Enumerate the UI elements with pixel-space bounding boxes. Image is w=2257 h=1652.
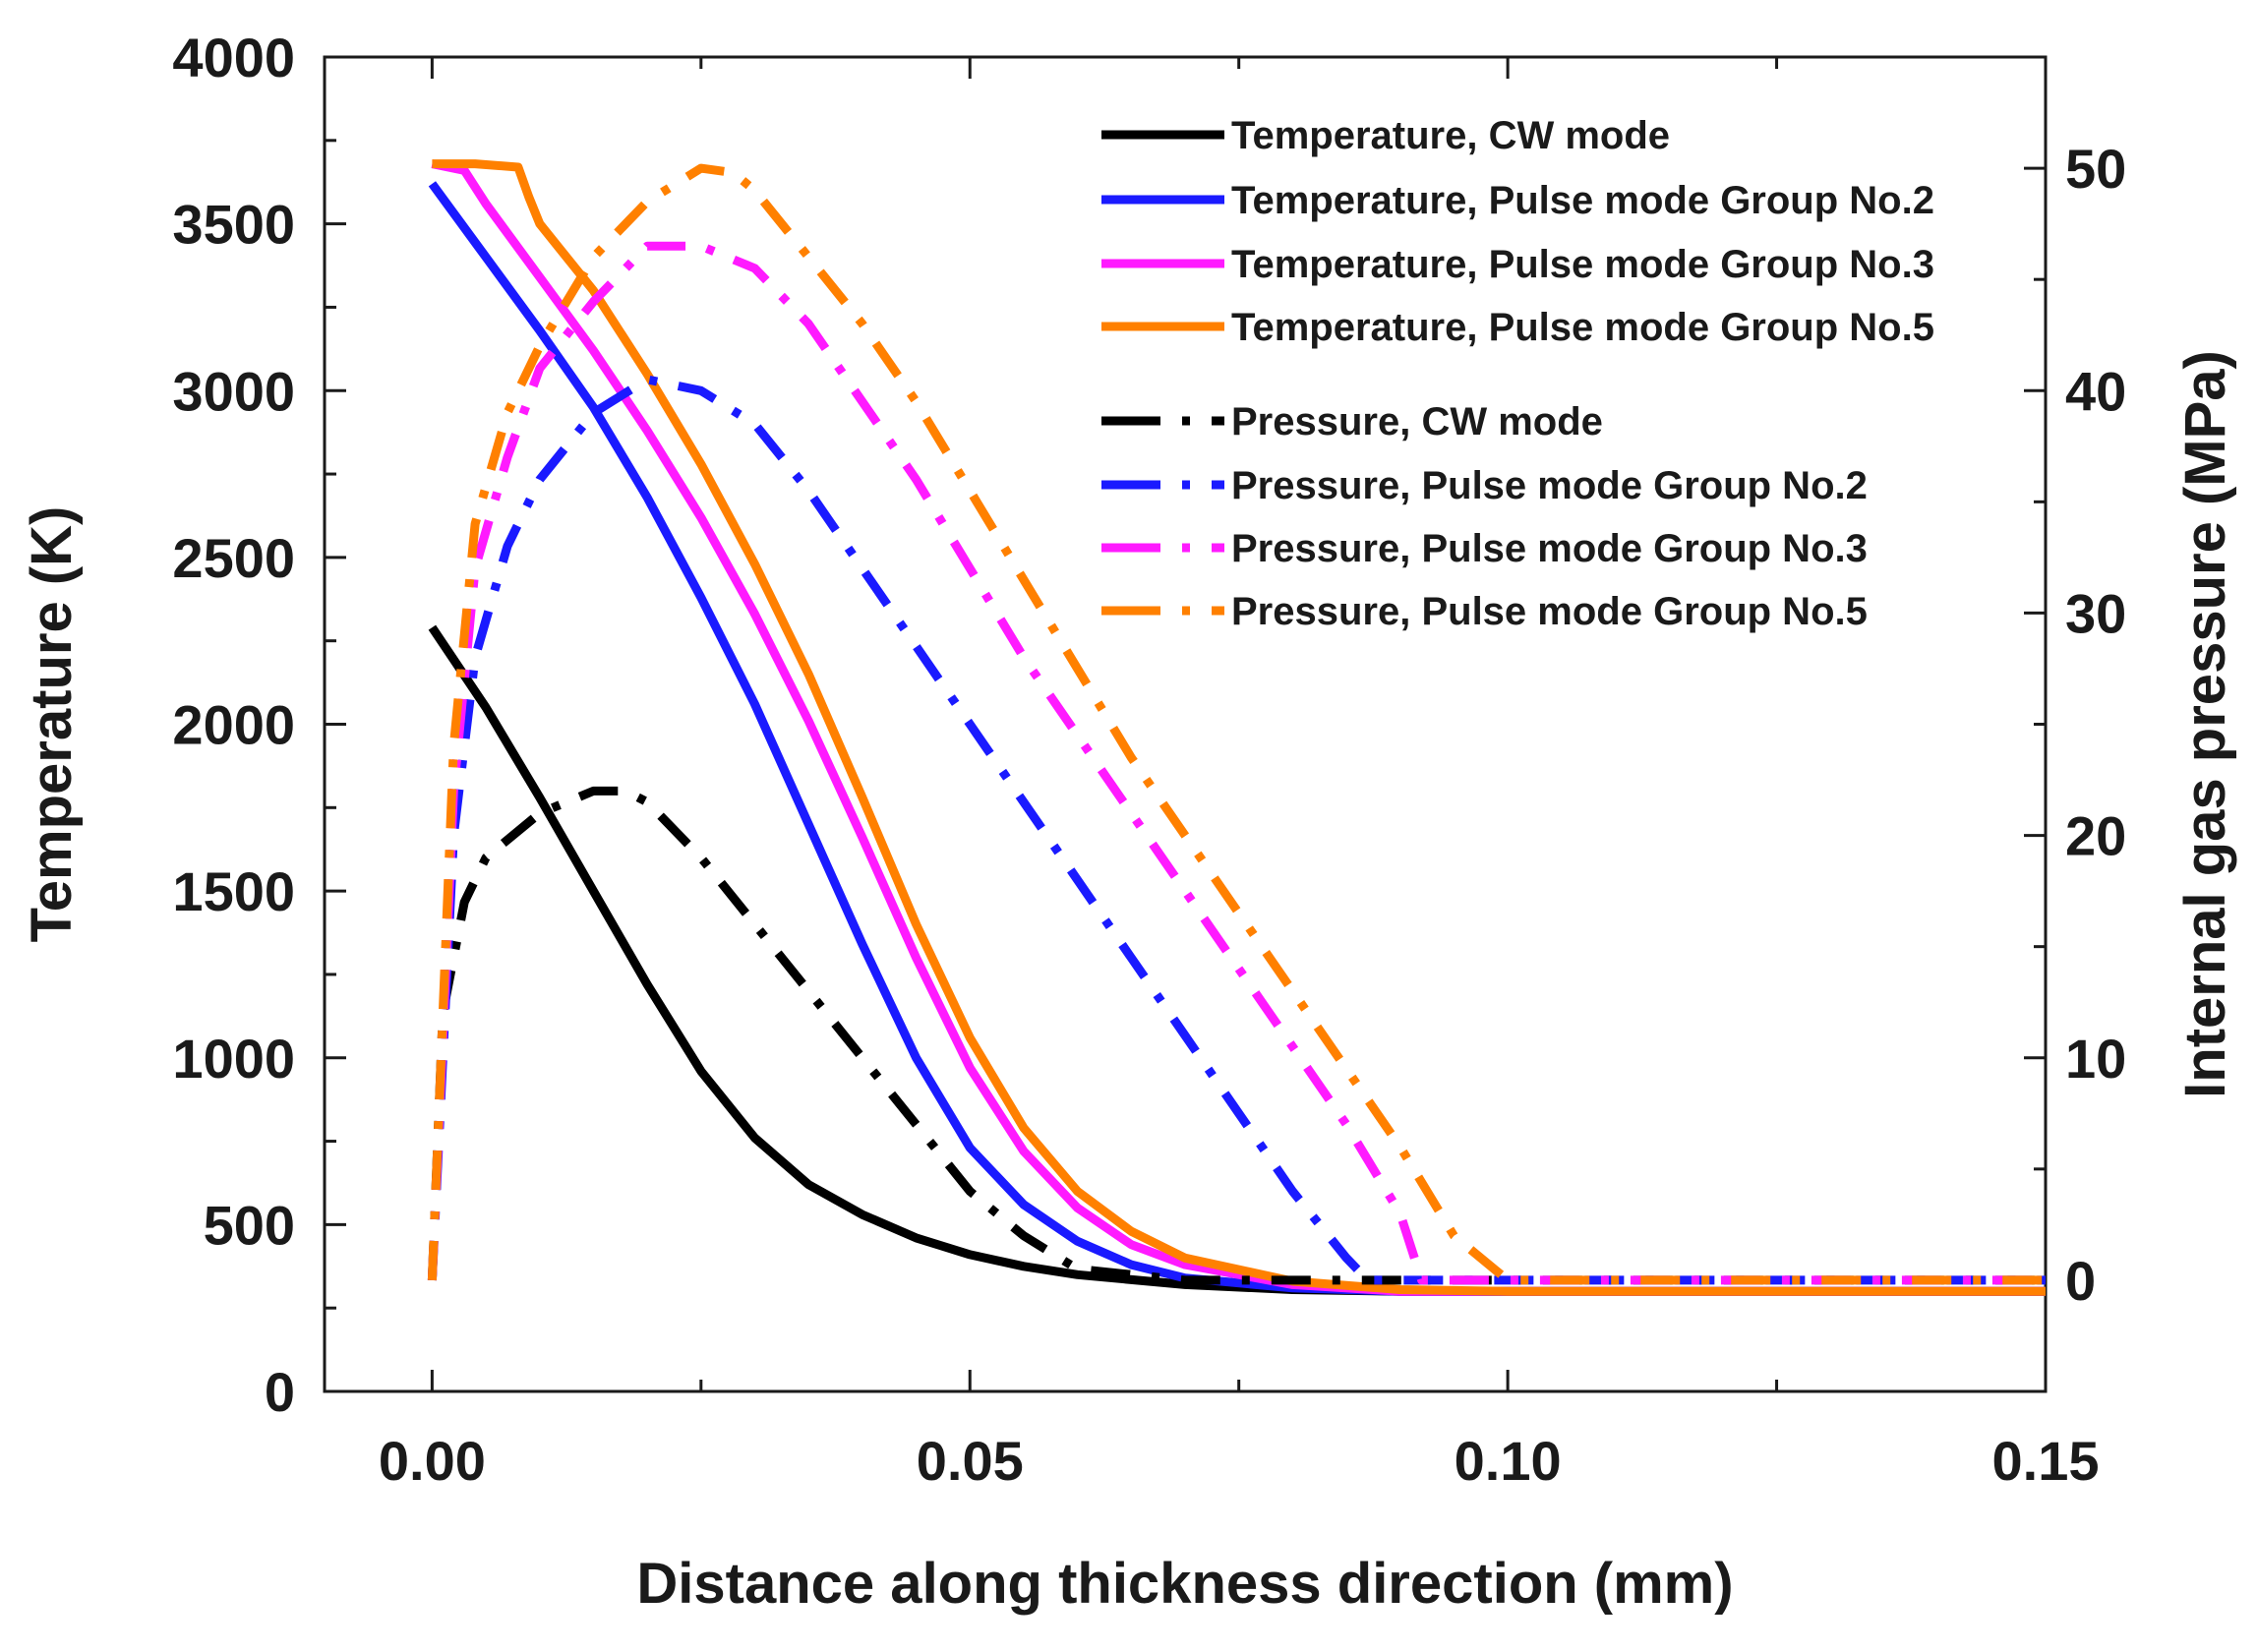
y-right-tick-label: 40	[2065, 360, 2126, 422]
y-left-tick-label: 3000	[172, 360, 295, 422]
y-left-tick-label: 1500	[172, 860, 295, 922]
series-line-pressure-cw-mode	[427, 786, 2046, 1285]
y-left-tick-label: 2500	[172, 527, 295, 589]
y-left-tick-label: 4000	[172, 27, 295, 88]
legend: Temperature, CW mode Temperature, Pulse m…	[1101, 114, 1934, 633]
y-right-tick-label: 50	[2065, 138, 2126, 200]
y-left-tick-label: 3500	[172, 194, 295, 256]
y-right-tick-label: 30	[2065, 582, 2126, 644]
legend-label-temperature-pulse-mode-group-no-2: Temperature, Pulse mode Group No.2	[1231, 179, 1934, 222]
legend-label-pressure-cw-mode: Pressure, CW mode	[1231, 400, 1603, 443]
y-right-tick-label: 10	[2065, 1028, 2126, 1090]
series-line-temperature-cw-mode	[428, 624, 2046, 1296]
legend-label-pressure-pulse-mode-group-no-3: Pressure, Pulse mode Group No.3	[1231, 527, 1868, 570]
y-left-tick-label: 500	[204, 1194, 295, 1256]
series-lines	[427, 159, 2046, 1296]
y-right-tick-label: 0	[2065, 1250, 2096, 1312]
legend-label-pressure-pulse-mode-group-no-5: Pressure, Pulse mode Group No.5	[1231, 590, 1868, 633]
legend-label-temperature-cw-mode: Temperature, CW mode	[1231, 114, 1670, 157]
series-line-pressure-pulse-mode-group-no-3	[427, 241, 2046, 1285]
x-tick-label: 0.00	[379, 1430, 486, 1492]
legend-label-temperature-pulse-mode-group-no-5: Temperature, Pulse mode Group No.5	[1231, 306, 1934, 349]
y-left-tick-label: 0	[265, 1361, 295, 1423]
y-right-tick-label: 20	[2065, 805, 2126, 867]
left-y-axis-title: Temperature (K)	[20, 506, 84, 943]
right-y-axis-title: Internal gas pressure (MPa)	[2173, 350, 2237, 1098]
series-line-temperature-pulse-mode-group-no-2	[428, 181, 2046, 1296]
x-tick-label: 0.15	[1992, 1430, 2100, 1492]
legend-label-temperature-pulse-mode-group-no-3: Temperature, Pulse mode Group No.3	[1231, 243, 1934, 286]
axis-ticks: 0.00 0.05 0.10 0.15050010001500200025003000…	[172, 27, 2126, 1492]
x-axis-title: Distance along thickness direction (mm)	[636, 1552, 1733, 1616]
x-tick-label: 0.10	[1455, 1430, 1562, 1492]
y-left-tick-label: 1000	[172, 1028, 295, 1090]
series-line-temperature-pulse-mode-group-no-5	[432, 159, 2046, 1296]
series-line-pressure-pulse-mode-group-no-5	[427, 163, 2046, 1285]
y-left-tick-label: 2000	[172, 694, 295, 756]
series-line-pressure-pulse-mode-group-no-2	[427, 375, 2046, 1285]
legend-label-pressure-pulse-mode-group-no-2: Pressure, Pulse mode Group No.2	[1231, 464, 1868, 507]
x-tick-label: 0.05	[917, 1430, 1024, 1492]
